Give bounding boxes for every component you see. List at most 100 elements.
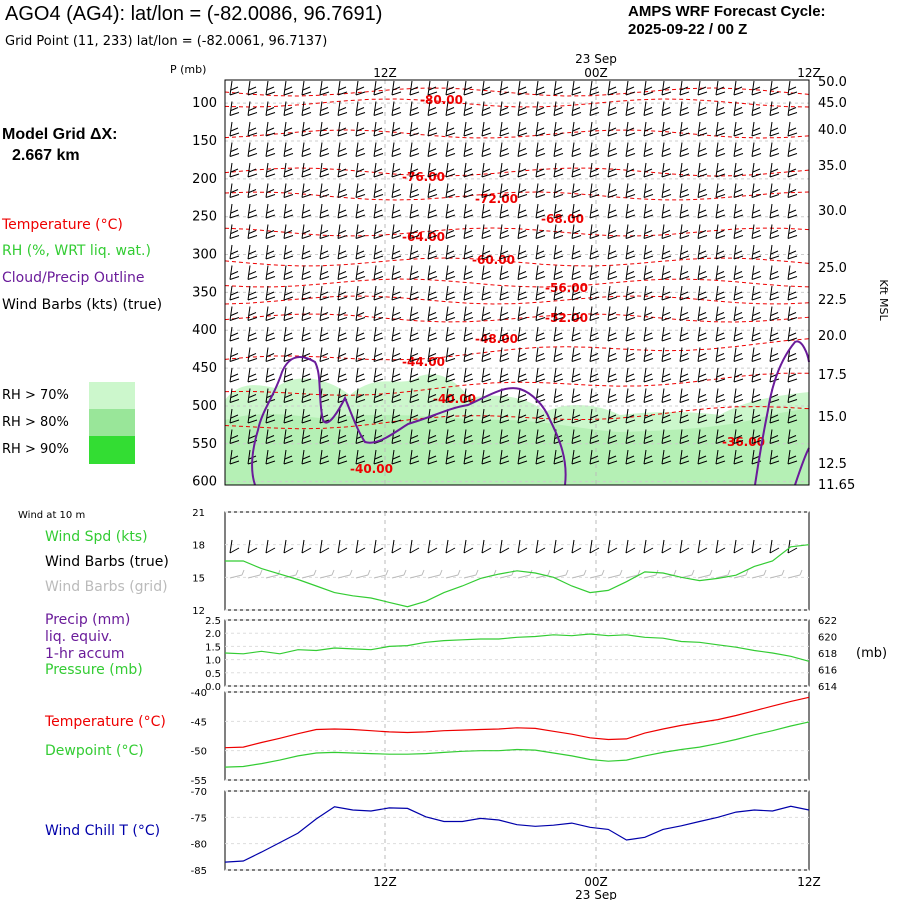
wind-barb	[733, 449, 744, 465]
wind-barb	[319, 326, 330, 342]
wind-barb	[247, 285, 258, 301]
wind-barb	[679, 265, 690, 280]
wind-barb	[751, 183, 762, 198]
wind-barb	[229, 285, 240, 301]
wind-barb	[481, 80, 492, 96]
temperature-contour-label: -36.00	[722, 435, 765, 449]
cross-section-frame	[224, 79, 810, 486]
temperature-contour	[224, 98, 810, 108]
rh70-swatch	[89, 382, 135, 409]
wind-barb	[337, 224, 348, 239]
wind-barb	[283, 408, 294, 424]
wind-barb	[661, 244, 672, 260]
wind-barb	[265, 306, 276, 321]
surface-wind-barb-grid	[751, 569, 767, 579]
wind-barb	[625, 388, 636, 403]
wind-barb	[319, 142, 330, 157]
wind-barb	[715, 224, 726, 239]
wind-barb	[445, 162, 456, 178]
wind-barb	[643, 347, 654, 362]
wind-barb	[427, 183, 438, 198]
wind-barb	[643, 408, 654, 424]
wind-barb	[319, 203, 330, 219]
wind-barb	[499, 265, 510, 280]
wind-barb	[445, 306, 456, 321]
wind-barb	[679, 80, 690, 96]
wind-barb	[643, 429, 654, 444]
wind-barb	[697, 367, 708, 383]
surface-wind-barb	[391, 539, 402, 554]
legend-rh80-label: RH > 80%	[2, 415, 69, 430]
surface-wind-barb-grid	[229, 569, 245, 579]
height-tick-label: 25.0	[818, 261, 847, 276]
surface-wind-barb-grid	[571, 569, 587, 579]
wind-barb	[283, 449, 294, 465]
wind-barb	[679, 224, 690, 239]
surface-wind-barb-grid	[301, 569, 317, 579]
wind-barb	[337, 429, 348, 444]
wind-barb	[247, 388, 258, 403]
precip-tick-label: 2.0	[205, 629, 221, 640]
wind-barb	[715, 162, 726, 178]
wind-barb	[715, 142, 726, 157]
wind-barb	[553, 224, 564, 239]
wind-barb	[589, 224, 600, 239]
wind-barb	[661, 408, 672, 424]
wind-barb	[229, 265, 240, 280]
wind-barb	[481, 429, 492, 444]
wind-barb	[265, 429, 276, 444]
wind-barb	[391, 367, 402, 383]
wind-barb	[481, 285, 492, 301]
wind-barb	[625, 429, 636, 444]
wind-barb	[733, 408, 744, 424]
wind-barb	[589, 121, 600, 137]
wind-barb	[571, 183, 582, 198]
wind-barb	[391, 306, 402, 321]
wind-barb	[517, 224, 528, 239]
wind-barb	[355, 244, 366, 260]
wind-barb	[517, 265, 528, 280]
wind-barb	[751, 162, 762, 178]
wind-barb	[751, 388, 762, 403]
wind-barb	[715, 388, 726, 403]
wind-barb	[625, 224, 636, 239]
wind-barb	[733, 101, 744, 116]
wind-barb	[643, 101, 654, 116]
wind-barb	[517, 388, 528, 403]
wind-barb	[751, 121, 762, 137]
wind-barb	[445, 101, 456, 116]
surface-wind-barb-grid	[463, 569, 479, 579]
wind-barb	[301, 449, 312, 465]
wind-barb	[769, 285, 780, 301]
wind-barb	[337, 367, 348, 383]
wind-barb	[553, 285, 564, 301]
wind-barb	[751, 80, 762, 96]
wind-barb	[301, 265, 312, 280]
wind-barb	[535, 265, 546, 280]
wind-barb	[643, 203, 654, 219]
pressure-tick-label: 150	[192, 134, 217, 149]
legend-pressure: Pressure (mb)	[45, 662, 143, 678]
wind-barb	[787, 80, 798, 96]
temperature-contour-label: -40.00	[350, 462, 393, 476]
wind-barb	[373, 244, 384, 260]
wind-barb	[445, 347, 456, 362]
wind-barb	[265, 244, 276, 260]
wind-barb	[751, 367, 762, 383]
legend-rh: RH (%, WRT liq. wat.)	[2, 243, 151, 259]
wind-barb	[535, 142, 546, 157]
temperature-contour-label: -80.00	[420, 93, 463, 107]
wind-barb	[697, 429, 708, 444]
wind-barb	[427, 224, 438, 239]
pressure-tick-label: 500	[192, 399, 217, 414]
wind-barb	[337, 244, 348, 260]
wind-barb	[283, 203, 294, 219]
temperature-contour	[224, 87, 810, 97]
wind-barb	[607, 388, 618, 403]
wind-barb	[571, 326, 582, 342]
wind-barb	[427, 265, 438, 280]
wind-barb	[499, 224, 510, 239]
surface-wind-barb	[463, 539, 474, 554]
surface-wind-barb	[607, 539, 618, 554]
wind-barb	[391, 449, 402, 465]
